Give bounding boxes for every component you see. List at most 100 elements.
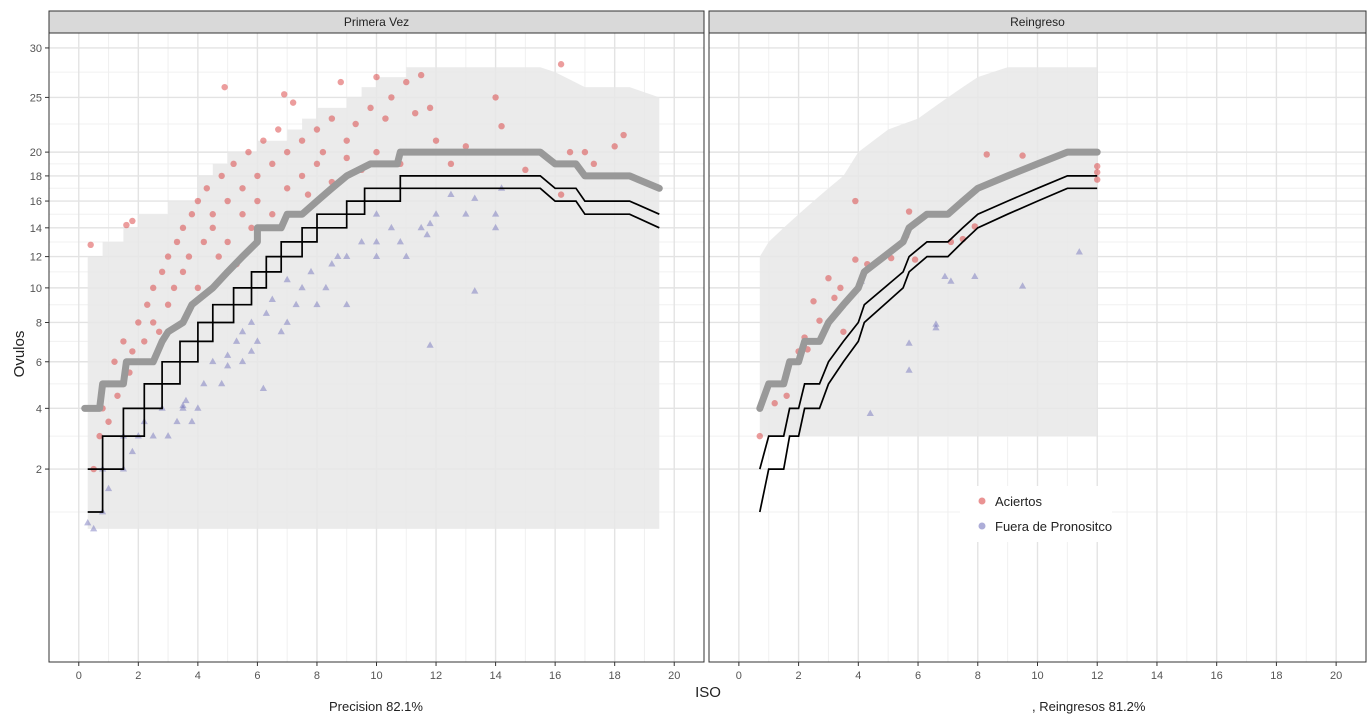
hit-point xyxy=(135,319,142,326)
miss-point xyxy=(932,320,940,327)
hit-point xyxy=(224,197,231,205)
miss-point xyxy=(491,223,500,231)
hit-point xyxy=(620,131,627,139)
miss-point xyxy=(238,357,247,365)
hit-point xyxy=(590,160,598,168)
x-tick-label: 2 xyxy=(796,670,802,682)
hit-point xyxy=(337,78,344,86)
prediction-band xyxy=(759,67,1098,437)
hit-point xyxy=(1094,176,1101,183)
hit-point xyxy=(783,392,790,399)
x-tick-label: 12 xyxy=(430,670,442,682)
hit-point xyxy=(840,328,847,335)
miss-point xyxy=(179,401,187,409)
hit-point xyxy=(304,191,312,198)
hit-point xyxy=(221,83,228,91)
miss-point xyxy=(402,252,410,259)
miss-point xyxy=(268,295,276,302)
hit-point xyxy=(373,73,380,81)
hit-point xyxy=(185,253,193,260)
y-tick-label: 10 xyxy=(30,283,42,295)
hit-point xyxy=(254,197,261,205)
miss-point xyxy=(396,237,404,245)
hit-point xyxy=(179,224,187,232)
y-tick-label: 6 xyxy=(36,357,42,369)
hit-point xyxy=(269,160,276,168)
hit-point xyxy=(611,143,618,150)
hit-point xyxy=(581,148,589,156)
median-line xyxy=(81,148,663,412)
hit-point xyxy=(248,224,255,232)
x-tick-label: 20 xyxy=(668,670,680,682)
miss-point xyxy=(905,339,913,346)
miss-point xyxy=(247,318,256,325)
miss-point xyxy=(262,309,270,316)
miss-point xyxy=(941,272,949,280)
miss-point xyxy=(372,252,381,259)
legend-label-fuera-de-pronositco: Fuera de Pronositco xyxy=(995,519,1112,534)
miss-point xyxy=(259,384,267,391)
hit-point xyxy=(426,104,434,112)
hit-point xyxy=(215,253,222,260)
y-tick-label: 20 xyxy=(30,147,42,159)
miss-point xyxy=(417,223,425,231)
hit-point xyxy=(313,126,321,133)
hit-point xyxy=(164,301,172,308)
miss-point xyxy=(307,267,315,275)
hit-point xyxy=(837,284,844,292)
x-tick-label: 12 xyxy=(1091,670,1103,682)
hit-point xyxy=(194,284,202,292)
hit-point xyxy=(566,148,574,156)
miss-point xyxy=(313,300,321,308)
x-tick-label: 14 xyxy=(1151,670,1163,682)
miss-point xyxy=(866,409,874,416)
median-line xyxy=(756,148,1101,412)
hit-point xyxy=(141,338,148,345)
legend-label-aciertos: Aciertos xyxy=(995,494,1042,509)
hit-point xyxy=(105,418,112,425)
hit-point xyxy=(498,122,505,130)
panel-primera-vez: Primera Vez 0 2 4 6 8 10 12 14 16 18 20 2 4 6 8 10 12 14 16… xyxy=(30,10,705,682)
y-tick-label: 12 xyxy=(30,252,42,264)
miss-point xyxy=(224,351,232,358)
hit-point xyxy=(816,317,823,324)
hit-point xyxy=(269,211,276,218)
miss-point xyxy=(104,484,113,492)
miss-point xyxy=(423,230,431,238)
hit-point xyxy=(343,154,350,162)
miss-point xyxy=(164,432,172,439)
legend-key-fuera-de-pronositco xyxy=(978,522,986,530)
hit-point xyxy=(150,284,157,292)
miss-point xyxy=(179,404,187,411)
hit-point xyxy=(87,241,94,249)
x-tick-label: 4 xyxy=(195,670,201,682)
miss-point xyxy=(277,327,285,335)
miss-point xyxy=(971,272,979,280)
miss-point xyxy=(90,524,98,532)
miss-point xyxy=(149,432,157,439)
lower-bound-line xyxy=(87,187,660,513)
miss-point xyxy=(283,318,291,325)
x-tick-label: 4 xyxy=(855,670,861,682)
hit-point xyxy=(412,109,419,117)
hit-point xyxy=(239,185,246,192)
hit-point xyxy=(230,160,237,168)
miss-point xyxy=(387,223,395,231)
strip-title-reingreso: Reingreso xyxy=(1010,15,1065,29)
hit-point xyxy=(557,191,565,198)
legend: Aciertos Fuera de Pronositco xyxy=(960,486,1112,542)
miss-point xyxy=(1075,248,1083,255)
miss-point xyxy=(84,518,92,526)
caption-primera-vez: Precision 82.1% xyxy=(329,699,423,714)
hit-point xyxy=(155,328,163,335)
miss-point xyxy=(194,404,202,411)
x-tick-label: 0 xyxy=(736,670,742,682)
hit-point xyxy=(825,274,832,282)
x-axis-label: ISO xyxy=(695,684,721,701)
hit-point xyxy=(245,148,252,156)
hit-point xyxy=(343,137,350,144)
hit-point xyxy=(852,197,859,205)
miss-point xyxy=(447,190,455,198)
miss-point xyxy=(298,283,306,291)
hit-point xyxy=(289,99,297,106)
